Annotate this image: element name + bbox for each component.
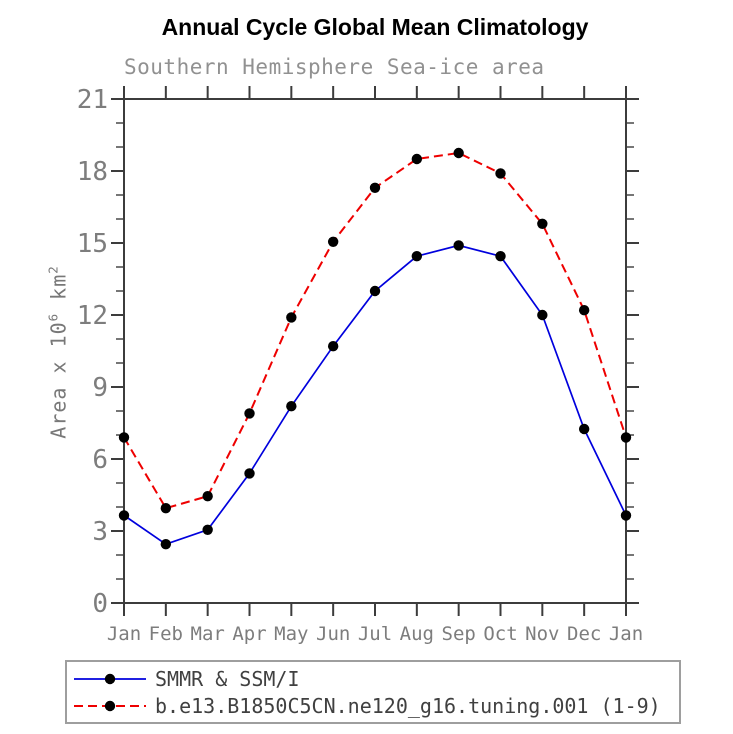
legend: SMMR & SSM/I b.e13.B1850C5CN.ne120_g16.t… [65,660,681,724]
data-point-dot [578,423,590,435]
data-point-dot [327,341,339,352]
data-point-dot [369,285,381,297]
page-title: Annual Cycle Global Mean Climatology [161,14,589,40]
legend-label-model: b.e13.B1850C5CN.ne120_g16.tuning.001 (1-… [155,693,661,718]
y-tick-label: 18 [77,157,108,187]
data-point-dot [411,251,423,262]
data-point-dot [202,524,213,535]
y-tick-label: 15 [77,229,108,259]
y-tick-label: 9 [92,373,108,403]
data-point-dot [453,147,464,159]
data-point-dot [537,309,548,321]
x-tick-label: Mar [191,623,225,645]
data-point-dot [118,432,130,443]
data-point-dot [286,401,297,412]
data-point-dot [202,491,213,502]
x-tick-label: Apr [232,623,266,645]
series-1-line [123,151,627,510]
y-tick-label: 6 [92,445,108,475]
data-point-dot [369,182,381,193]
plot-frame [123,98,627,604]
x-tick-label: Jan [107,623,141,645]
chart-subtitle: Southern Hemisphere Sea-ice area [124,55,545,79]
y-tick-label: 21 [77,85,108,115]
data-point-dot [244,468,255,479]
y-tick-label: 3 [92,517,108,547]
data-point-dot [578,305,590,316]
data-point-dot [244,408,255,419]
series-0-markers [118,240,632,550]
x-axis-labels: Jan Feb Mar Apr May Jun Jul Aug Sep Oct Nov Dec Jan [107,623,643,645]
x-tick-label: Jun [316,623,350,645]
x-tick-label: Nov [525,623,559,645]
y-axis-tick-labels: 0 3 6 9 12 15 18 21 [77,85,108,619]
x-tick-label: Sep [442,623,476,645]
series-1-markers [118,147,632,514]
data-point-dot [118,510,130,521]
legend-label-observations: SMMR & SSM/I [155,666,300,691]
legend-sample-solid-line [74,673,146,684]
x-tick-label: May [274,623,308,645]
data-point-dot [620,510,632,521]
legend-dot-icon [104,700,116,711]
legend-dot-icon [104,673,116,684]
data-point-dot [453,240,464,251]
data-point-dot [286,312,297,323]
legend-sample-dashed-line [74,700,146,711]
x-tick-label: Oct [483,623,517,645]
x-axis-ticks [123,86,627,616]
data-point-dot [537,218,548,229]
y-tick-label: 12 [77,301,108,331]
y-tick-label: 0 [92,589,108,619]
data-point-dot [160,539,172,550]
x-tick-label: Dec [567,623,601,645]
legend-row-observations: SMMR & SSM/I [72,665,675,692]
data-point-dot [160,503,172,514]
data-point-dot [620,432,632,443]
legend-row-model: b.e13.B1850C5CN.ne120_g16.tuning.001 (1-… [72,692,675,719]
x-tick-label: Jul [358,623,392,645]
y-axis-ticks [111,98,639,604]
x-tick-label: Aug [400,623,434,645]
x-tick-label: Feb [149,623,183,645]
data-point-dot [327,236,339,247]
data-point-dot [411,153,423,165]
x-tick-label: Jan [609,623,643,645]
data-point-dot [495,251,506,262]
data-point-dot [495,168,506,179]
